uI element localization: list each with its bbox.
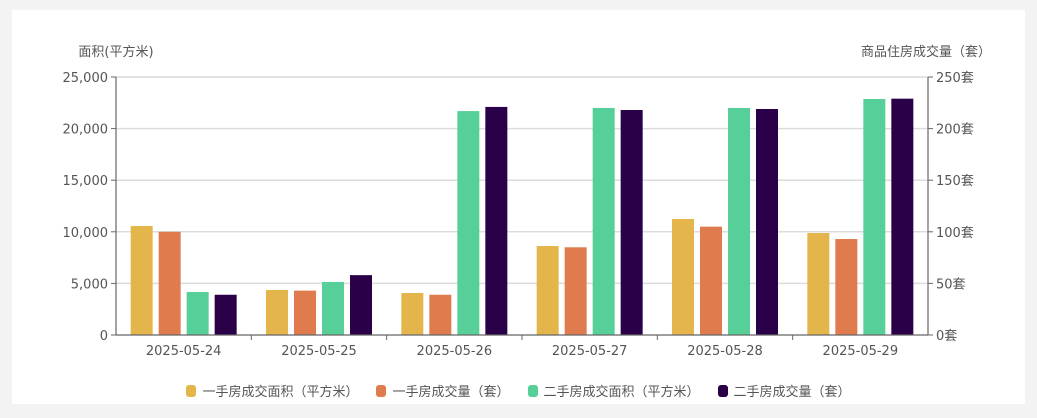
right-axis-title: 商品住房成交量（套）	[861, 44, 991, 60]
bar[interactable]	[429, 294, 452, 335]
bar[interactable]	[807, 233, 830, 335]
legend-label: 一手房成交量（套）	[392, 384, 510, 399]
bar[interactable]	[130, 226, 153, 335]
right-tick-label: 250套	[936, 70, 974, 86]
x-tick-label: 2025-05-26	[417, 344, 493, 359]
bar[interactable]	[592, 107, 615, 336]
bar[interactable]	[266, 290, 288, 335]
bar[interactable]	[564, 247, 587, 335]
legend-item[interactable]: 二手房成交量（套）	[717, 381, 851, 400]
left-axis-title: 面积(平方米)	[78, 44, 153, 60]
bar[interactable]	[536, 246, 559, 335]
bar[interactable]	[728, 107, 750, 336]
x-tick-label: 2025-05-29	[823, 344, 899, 359]
axes: 0 0套 5,000 50套 10,000 100套 15,000 150套 20,000 200…	[63, 70, 974, 359]
legend-swatch-icon	[376, 384, 387, 397]
left-tick-label: 10,000	[63, 226, 109, 241]
bar-series	[130, 98, 914, 336]
bar[interactable]	[322, 281, 344, 335]
bar[interactable]	[700, 226, 722, 335]
legend-swatch-icon	[186, 384, 197, 397]
left-tick-label: 15,000	[63, 174, 109, 189]
x-tick-label: 2025-05-28	[687, 344, 763, 359]
bar[interactable]	[186, 291, 209, 335]
x-tick-label: 2025-05-24	[146, 344, 222, 359]
right-tick-label: 150套	[936, 173, 974, 189]
bar[interactable]	[401, 292, 424, 335]
bar[interactable]	[891, 98, 914, 335]
left-tick-label: 0	[100, 329, 108, 344]
bar[interactable]	[620, 110, 643, 335]
bar[interactable]	[457, 111, 480, 335]
legend-label: 二手房成交面积（平方米）	[543, 384, 700, 399]
left-tick-label: 25,000	[63, 71, 109, 86]
gridlines	[116, 76, 928, 285]
right-tick-label: 100套	[936, 225, 974, 241]
legend-item[interactable]: 二手房成交面积（平方米）	[527, 381, 700, 400]
legend-label: 二手房成交量（套）	[733, 384, 851, 399]
left-tick-label: 20,000	[63, 123, 109, 138]
right-tick-label: 50套	[936, 276, 966, 292]
x-tick-label: 2025-05-25	[281, 344, 357, 359]
x-tick-label: 2025-05-27	[552, 344, 628, 359]
bar[interactable]	[863, 98, 886, 335]
legend-label: 一手房成交面积（平方米）	[202, 384, 359, 399]
bar[interactable]	[835, 239, 858, 335]
legend-swatch-icon	[527, 384, 538, 397]
bar[interactable]	[756, 108, 778, 335]
bar[interactable]	[672, 219, 694, 335]
bar[interactable]	[294, 290, 316, 335]
bar[interactable]	[214, 294, 237, 335]
chart-panel	[12, 10, 1025, 404]
bar[interactable]	[350, 275, 372, 335]
legend-item[interactable]: 一手房成交面积（平方米）	[186, 381, 358, 400]
bar[interactable]	[485, 106, 508, 335]
left-tick-label: 5,000	[71, 277, 108, 292]
right-tick-label: 0套	[936, 328, 957, 344]
bar[interactable]	[158, 231, 181, 335]
right-tick-label: 200套	[936, 122, 974, 138]
legend: 一手房成交面积（平方米） 一手房成交量（套） 二手房成交面积（平方米） 二手房成交量（…	[0, 381, 1037, 400]
legend-swatch-icon	[717, 384, 728, 397]
legend-item[interactable]: 一手房成交量（套）	[376, 381, 510, 400]
